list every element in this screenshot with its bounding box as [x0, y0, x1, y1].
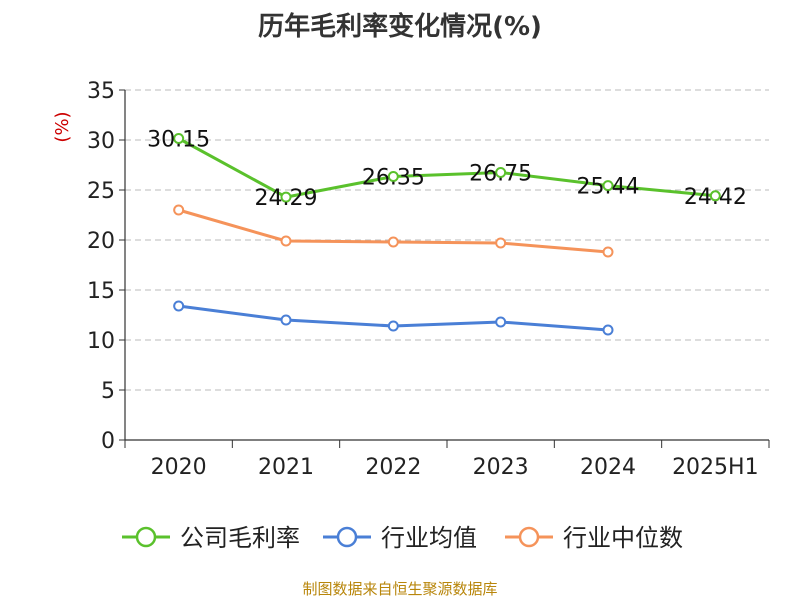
- legend-swatch-marker: [518, 526, 540, 548]
- x-tick-label: 2020: [151, 455, 207, 480]
- data-point: [387, 236, 399, 248]
- data-label: 26.75: [469, 162, 532, 187]
- data-point: [602, 180, 614, 192]
- y-unit-label: (%): [52, 111, 73, 142]
- data-label: 24.29: [255, 186, 318, 211]
- x-tick-label: 2023: [473, 455, 529, 480]
- data-point: [495, 316, 507, 328]
- data-point: [387, 320, 399, 332]
- source-note: 制图数据来自恒生聚源数据库: [302, 580, 498, 598]
- data-point: [709, 190, 721, 202]
- data-label-layer: 30.15 24.29 26.35 26.75 25.44 24.42: [147, 128, 747, 212]
- x-tick-label: 2021: [258, 455, 314, 480]
- data-point: [602, 324, 614, 336]
- data-label: 25.44: [577, 175, 640, 200]
- legend-label: 行业均值: [381, 524, 477, 552]
- series-line-0: [177, 137, 716, 199]
- chart-title: 历年毛利率变化情况(%): [258, 12, 542, 42]
- data-point: [602, 246, 614, 258]
- legend-swatch-marker: [336, 526, 358, 548]
- data-point: [495, 167, 507, 178]
- legend-swatch-marker: [135, 526, 157, 548]
- data-point: [173, 133, 185, 144]
- legend: 公司毛利率 行业均值 行业中位数: [122, 524, 683, 552]
- data-label: 26.35: [362, 166, 425, 191]
- x-tick-label: 2022: [365, 455, 421, 480]
- data-point: [280, 191, 292, 203]
- data-label: 30.15: [147, 128, 210, 153]
- data-point: [280, 235, 292, 247]
- x-tick-label: 2024: [580, 455, 636, 480]
- legend-label: 行业中位数: [563, 524, 683, 552]
- data-point: [173, 300, 185, 312]
- axis-layer: 0 5 10 15 20 25 30 35 2020 2021 2022 2023 2024 2025H1…: [52, 79, 770, 480]
- y-tick-label: 0: [101, 429, 115, 454]
- y-tick-label: 10: [87, 329, 115, 354]
- y-tick-label: 35: [87, 79, 115, 104]
- y-tick-label: 20: [87, 229, 115, 254]
- data-point: [280, 314, 292, 326]
- y-tick-label: 25: [87, 179, 115, 204]
- x-tick-label: 2025H1: [672, 455, 759, 480]
- y-tick-label: 5: [101, 379, 115, 404]
- grid-layer: [125, 89, 769, 391]
- data-point: [173, 204, 185, 216]
- y-tick-label: 30: [87, 129, 115, 154]
- y-tick-label: 15: [87, 279, 115, 304]
- data-point: [387, 171, 399, 182]
- data-point: [495, 237, 507, 249]
- data-label: 24.42: [684, 185, 747, 210]
- legend-label: 公司毛利率: [180, 524, 300, 552]
- series-layer: [173, 133, 721, 336]
